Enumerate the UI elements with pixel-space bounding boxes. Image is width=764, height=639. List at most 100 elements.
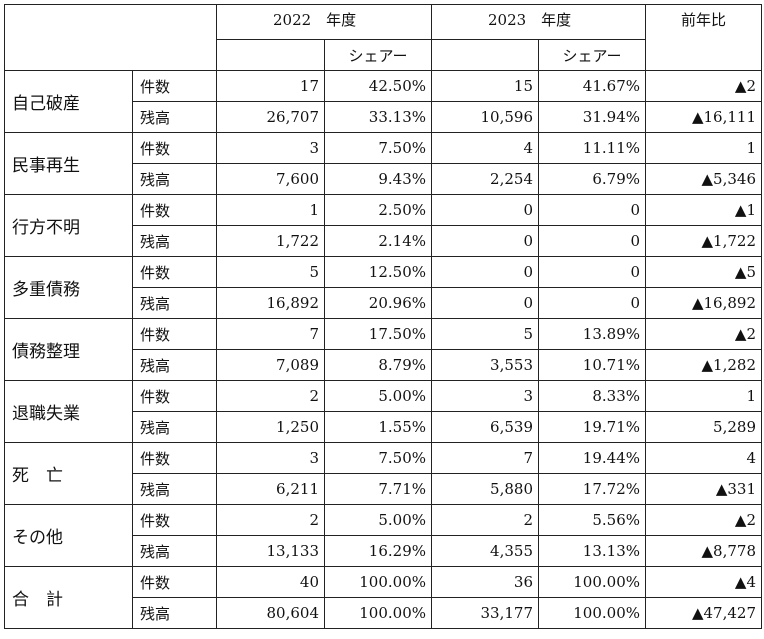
table-row: 残高 7,089 8.79% 3,553 10.71% ▲1,282	[5, 349, 762, 381]
cell-count-2023: 2,254	[431, 163, 539, 195]
cell-share-2022: 2.50%	[324, 194, 432, 226]
category-label: 死 亡	[4, 442, 133, 505]
cell-count-2022: 2	[216, 380, 325, 412]
cell-yoy: 1	[645, 132, 762, 164]
header-corner	[4, 4, 217, 71]
metric-label-count: 件数	[132, 504, 217, 536]
table-row: 合 計件数 40 100.00% 36 100.00% ▲4	[4, 566, 762, 629]
table-row: 残高 26,707 33.13% 10,596 31.94% ▲16,111	[5, 101, 762, 133]
table-container: 2022 年度 2023 年度 前年比 シェアー シェアー 自己破産 件数 17 42…	[4, 4, 762, 629]
cell-yoy: ▲2	[645, 70, 762, 102]
table-row: 残高 13,133 16.29% 4,355 13.13% ▲8,778	[5, 535, 762, 567]
category-label: 合 計	[4, 566, 133, 629]
cell-yoy: ▲1	[645, 194, 762, 226]
header-year-2023: 2023 年度	[431, 4, 646, 40]
metric-label-count: 件数	[132, 132, 217, 164]
cell-count-2023: 4	[431, 132, 539, 164]
cell-share-2022: 42.50%	[324, 70, 432, 102]
metric-label-count: 件数	[132, 318, 217, 350]
cell-share-2022: 20.96%	[324, 287, 432, 319]
cell-yoy: ▲5	[645, 256, 762, 288]
cell-yoy: ▲1,282	[645, 349, 762, 381]
table-row: 自己破産 件数 17 42.50% 15 41.67% ▲2	[4, 70, 762, 133]
cell-share-2022: 1.55%	[324, 411, 432, 443]
cell-share-2023: 8.33%	[538, 380, 646, 412]
table-row: 行方不明 件数 1 2.50% 0 0 ▲1	[4, 194, 762, 257]
table-row: その他 件数 2 5.00% 2 5.56% ▲2	[4, 504, 762, 567]
cell-count-2023: 7	[431, 442, 539, 474]
table-row: 多重債務 件数 5 12.50% 0 0 ▲5	[4, 256, 762, 319]
header-row-1: 2022 年度 2023 年度 前年比	[4, 4, 762, 71]
cell-count-2022: 7,600	[216, 163, 325, 195]
cell-yoy: ▲331	[645, 473, 762, 505]
category-label: 行方不明	[4, 194, 133, 257]
table-row: 残高 80,604 100.00% 33,177 100.00% ▲47,427	[5, 597, 762, 629]
cell-yoy: ▲4	[645, 566, 762, 598]
cell-yoy: 5,289	[645, 411, 762, 443]
cell-count-2023: 33,177	[431, 597, 539, 629]
cell-yoy: ▲2	[645, 318, 762, 350]
cell-share-2022: 7.50%	[324, 442, 432, 474]
cell-share-2023: 19.71%	[538, 411, 646, 443]
cell-share-2023: 100.00%	[538, 566, 646, 598]
metric-label-balance: 残高	[132, 597, 217, 629]
cell-share-2022: 17.50%	[324, 318, 432, 350]
cell-yoy: ▲8,778	[645, 535, 762, 567]
cell-yoy: 1	[645, 380, 762, 412]
metric-label-balance: 残高	[132, 349, 217, 381]
cell-share-2023: 13.13%	[538, 535, 646, 567]
cell-count-2022: 16,892	[216, 287, 325, 319]
category-label: その他	[4, 504, 133, 567]
cell-count-2022: 3	[216, 442, 325, 474]
category-label: 民事再生	[4, 132, 133, 195]
cell-yoy: ▲16,111	[645, 101, 762, 133]
cell-count-2023: 36	[431, 566, 539, 598]
cell-share-2023: 11.11%	[538, 132, 646, 164]
cell-share-2023: 31.94%	[538, 101, 646, 133]
cell-count-2022: 1,250	[216, 411, 325, 443]
cell-share-2023: 19.44%	[538, 442, 646, 474]
cell-share-2023: 100.00%	[538, 597, 646, 629]
table-row: 民事再生 件数 3 7.50% 4 11.11% 1	[4, 132, 762, 195]
category-label: 多重債務	[4, 256, 133, 319]
cell-yoy: ▲16,892	[645, 287, 762, 319]
header-blank-2022	[216, 39, 325, 71]
cell-count-2023: 5	[431, 318, 539, 350]
metric-label-balance: 残高	[132, 535, 217, 567]
cell-share-2023: 17.72%	[538, 473, 646, 505]
cell-share-2023: 5.56%	[538, 504, 646, 536]
header-year-2022: 2022 年度	[216, 4, 432, 40]
cell-count-2023: 6,539	[431, 411, 539, 443]
cell-share-2022: 100.00%	[324, 597, 432, 629]
category-label: 退職失業	[4, 380, 133, 443]
cell-share-2022: 7.71%	[324, 473, 432, 505]
cell-share-2022: 5.00%	[324, 380, 432, 412]
cell-count-2022: 1	[216, 194, 325, 226]
cell-count-2023: 0	[431, 287, 539, 319]
metric-label-balance: 残高	[132, 473, 217, 505]
cell-share-2023: 0	[538, 256, 646, 288]
cell-share-2022: 5.00%	[324, 504, 432, 536]
cell-count-2022: 80,604	[216, 597, 325, 629]
header-yoy: 前年比	[645, 4, 762, 71]
cell-share-2022: 7.50%	[324, 132, 432, 164]
statistics-table: 2022 年度 2023 年度 前年比 シェアー シェアー 自己破産 件数 17 42…	[4, 4, 762, 629]
cell-count-2023: 3,553	[431, 349, 539, 381]
table-row: 退職失業 件数 2 5.00% 3 8.33% 1	[4, 380, 762, 443]
cell-count-2022: 7	[216, 318, 325, 350]
cell-share-2022: 9.43%	[324, 163, 432, 195]
cell-yoy: ▲47,427	[645, 597, 762, 629]
table-row: 残高 16,892 20.96% 0 0 ▲16,892	[5, 287, 762, 319]
metric-label-count: 件数	[132, 442, 217, 474]
metric-label-balance: 残高	[132, 101, 217, 133]
metric-label-count: 件数	[132, 256, 217, 288]
metric-label-count: 件数	[132, 194, 217, 226]
cell-count-2023: 0	[431, 194, 539, 226]
table-row: 残高 1,722 2.14% 0 0 ▲1,722	[5, 225, 762, 257]
cell-count-2023: 5,880	[431, 473, 539, 505]
cell-count-2023: 10,596	[431, 101, 539, 133]
category-label: 自己破産	[4, 70, 133, 133]
cell-share-2022: 16.29%	[324, 535, 432, 567]
metric-label-balance: 残高	[132, 225, 217, 257]
metric-label-count: 件数	[132, 70, 217, 102]
